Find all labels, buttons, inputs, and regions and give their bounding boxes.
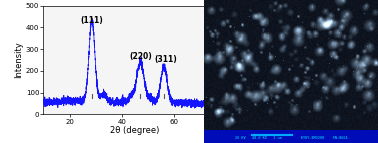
- X-axis label: 2θ (degree): 2θ (degree): [110, 126, 160, 135]
- Text: (220): (220): [129, 52, 152, 61]
- Text: 26 KV   40.0 KX   1 um         KYKY-EM3200    SN:0664: 26 KV 40.0 KX 1 um KYKY-EM3200 SN:0664: [235, 136, 348, 140]
- Text: (311): (311): [154, 55, 177, 64]
- Y-axis label: Intensity: Intensity: [14, 42, 23, 78]
- Text: (111): (111): [81, 16, 103, 25]
